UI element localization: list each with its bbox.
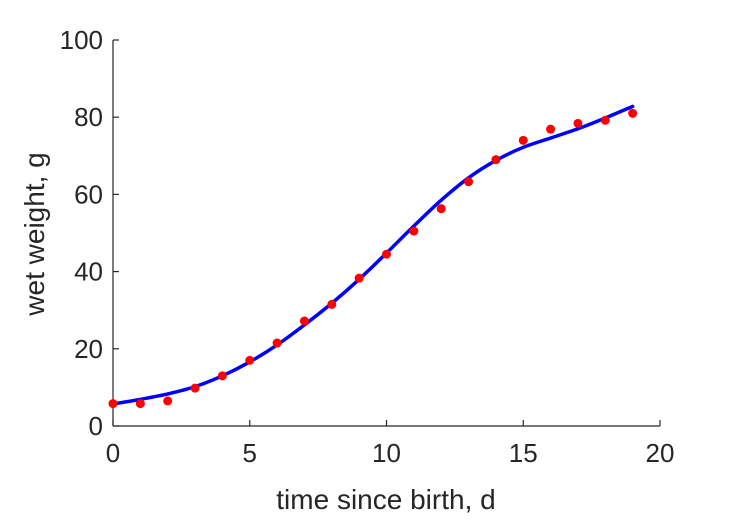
x-tick-label: 0 [106,438,120,468]
axes: 0 5 10 15 20 0 20 40 60 80 100 [60,25,675,468]
data-point [299,316,309,326]
x-tick-label: 15 [509,438,538,468]
x-tick-label: 10 [372,438,401,468]
data-point [436,204,446,214]
data-point [600,115,610,125]
y-axis-label: wet weight, g [19,152,50,316]
y-tick-label: 20 [74,334,103,364]
y-tick-label: 60 [74,179,103,209]
data-point [573,118,583,128]
fit-curve [111,104,635,406]
y-tick-label: 80 [74,102,103,132]
data-point [464,177,474,187]
data-point [135,399,145,409]
data-point [245,355,255,365]
data-point [382,249,391,259]
y-tick-label: 40 [74,257,103,287]
data-point [163,396,173,406]
x-tick-label: 20 [646,438,675,468]
y-tick-label: 0 [89,411,103,441]
x-axis-label: time since birth, d [276,484,495,515]
y-tick-label: 100 [60,25,103,55]
data-point [327,299,337,309]
data-point [628,108,638,118]
data-point [518,135,528,145]
data-point [409,226,419,236]
data-point [190,383,200,393]
data-point [546,124,556,134]
data-point [108,399,118,409]
data-points-layer [108,108,638,409]
data-point [354,273,364,283]
x-tick-label: 5 [243,438,257,468]
data-point [272,338,282,348]
data-point [217,371,227,381]
fit-curve-layer [111,104,635,406]
data-point [491,155,501,165]
